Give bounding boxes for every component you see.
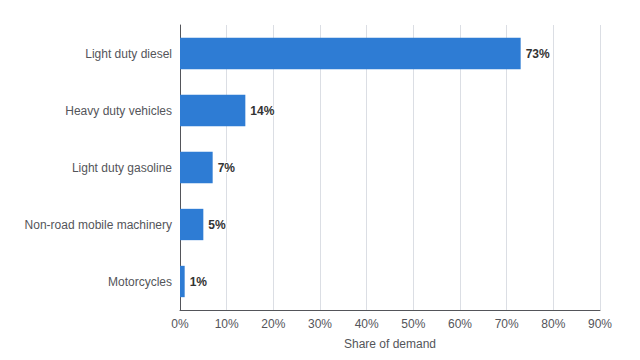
svg-text:Non-road mobile machinery: Non-road mobile machinery <box>25 218 172 232</box>
svg-text:Motorcycles: Motorcycles <box>108 275 172 289</box>
svg-text:Heavy duty vehicles: Heavy duty vehicles <box>65 104 172 118</box>
svg-text:80%: 80% <box>541 317 565 331</box>
svg-text:73%: 73% <box>526 47 550 61</box>
svg-text:14%: 14% <box>250 104 274 118</box>
svg-text:20%: 20% <box>261 317 285 331</box>
svg-text:1%: 1% <box>190 275 208 289</box>
svg-text:50%: 50% <box>401 317 425 331</box>
svg-text:Light duty gasoline: Light duty gasoline <box>72 161 172 175</box>
svg-text:30%: 30% <box>308 317 332 331</box>
svg-text:70%: 70% <box>495 317 519 331</box>
svg-text:5%: 5% <box>208 218 226 232</box>
svg-text:Share of demand: Share of demand <box>344 337 436 351</box>
svg-text:Light duty diesel: Light duty diesel <box>85 47 172 61</box>
svg-text:40%: 40% <box>355 317 379 331</box>
svg-text:60%: 60% <box>448 317 472 331</box>
svg-text:10%: 10% <box>215 317 239 331</box>
svg-text:90%: 90% <box>588 317 612 331</box>
svg-text:0%: 0% <box>171 317 189 331</box>
svg-text:7%: 7% <box>218 161 236 175</box>
